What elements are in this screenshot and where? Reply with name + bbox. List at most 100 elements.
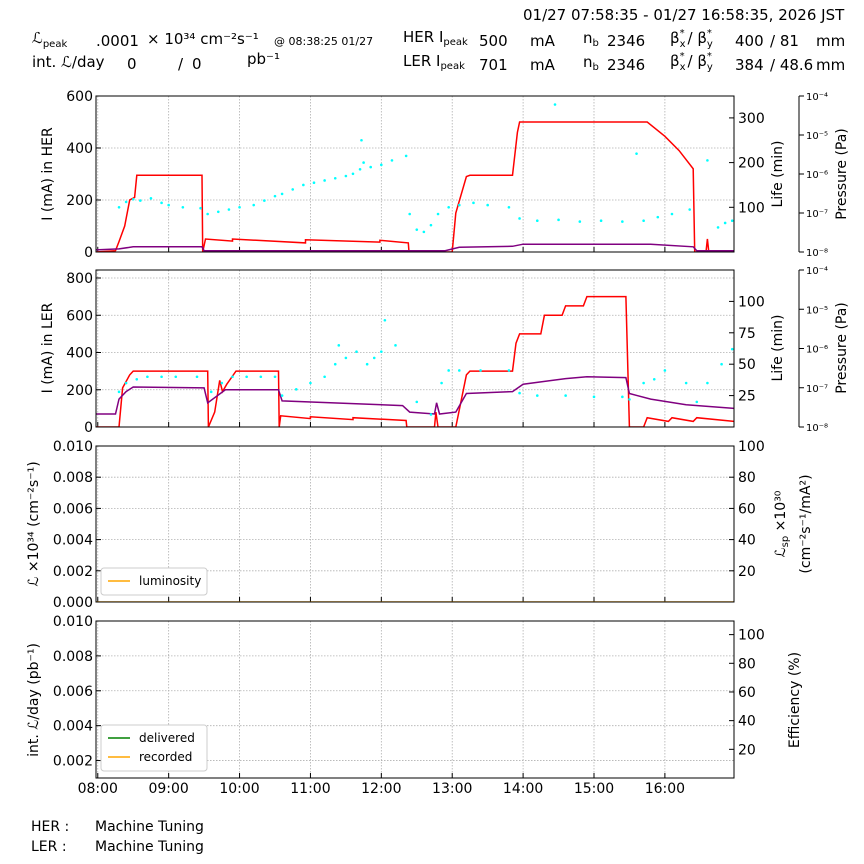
label: HER I (403, 28, 443, 46)
series-line (96, 243, 734, 252)
lumi-peak-label: ℒpeak (32, 29, 67, 50)
y2-tick-label: 100 (738, 294, 765, 310)
int-unit: pb⁻¹ (247, 50, 280, 68)
ler-beta-unit: mm (816, 56, 845, 74)
data-point (642, 381, 645, 385)
y3-tick-label: 10⁻⁷ (806, 384, 828, 395)
data-point (362, 161, 365, 164)
data-point (135, 377, 139, 381)
data-point (479, 369, 482, 372)
y3-tick-label: 10⁻⁵ (806, 131, 828, 142)
her-unit: mA (530, 32, 556, 50)
y2-tick-label: 300 (738, 111, 765, 127)
x-tick-label: 10:00 (219, 781, 259, 797)
y3-tick-label: 10⁻⁶ (806, 345, 828, 356)
y2-tick-label: 75 (738, 326, 756, 342)
symbol: ℒ (773, 547, 789, 557)
legend-box (100, 567, 208, 596)
data-point (199, 206, 202, 210)
y2-tick-label: 40 (738, 714, 756, 730)
lumi-peak-value: .0001 (96, 32, 139, 50)
data-point (447, 206, 450, 209)
data-point (706, 381, 709, 385)
ler-unit: mA (530, 56, 556, 74)
ler-beta-x: 384 (735, 56, 764, 74)
data-point (245, 375, 248, 379)
ler-status: Machine Tuning (95, 839, 204, 855)
data-point (294, 388, 298, 391)
data-point (723, 221, 727, 225)
ler-current: 701 (479, 56, 508, 74)
subscript: y (707, 62, 713, 73)
y3-tick-label: 10⁻⁴ (806, 92, 828, 103)
y-axis-title: I (mA) in HER (40, 127, 56, 221)
her-status-label: HER : (31, 819, 69, 835)
data-point (372, 356, 376, 360)
y2-tick-label: 25 (738, 389, 756, 405)
y-tick-label: 800 (66, 271, 93, 287)
y-tick-label: 0 (84, 245, 93, 261)
data-point (422, 230, 426, 234)
y2-axis-title: ℒsp ×10³⁰ (773, 490, 791, 557)
data-point (730, 219, 734, 223)
y2-tick-label: 100 (738, 628, 765, 644)
ler-current-label: LER Ipeak (403, 52, 465, 72)
data-point (216, 210, 220, 214)
her-nb-label: nb (583, 29, 599, 49)
data-point (174, 375, 178, 379)
data-point (440, 381, 443, 385)
plot-area (96, 295, 734, 427)
x-tick-label: 12:00 (361, 781, 401, 797)
legend-label: recorded (139, 750, 192, 764)
data-point (358, 168, 362, 171)
legend-label: delivered (139, 731, 195, 745)
data-point (663, 369, 667, 372)
data-point (124, 381, 128, 385)
data-point (344, 174, 348, 178)
data-point (139, 199, 142, 202)
her-current-label: HER Ipeak (403, 28, 468, 48)
her-beta-y: / 81 (770, 32, 799, 50)
data-point (535, 219, 539, 223)
data-point (447, 369, 450, 372)
y-tick-label: 0.008 (53, 649, 93, 665)
x-tick-label: 11:00 (290, 781, 330, 797)
data-point (642, 219, 645, 223)
data-point (323, 179, 326, 182)
subscript: b (593, 38, 599, 49)
data-point (231, 375, 234, 379)
data-point (181, 206, 185, 209)
data-point (578, 220, 582, 223)
label: LER I (403, 52, 440, 70)
data-point (415, 400, 419, 404)
data-point (380, 350, 383, 353)
data-point (131, 197, 135, 201)
data-point (206, 212, 209, 216)
y-tick-label: 400 (66, 141, 93, 157)
y-tick-label: 0.004 (53, 719, 93, 735)
y3-tick-label: 10⁻⁵ (806, 305, 828, 316)
subscript: sp (780, 536, 791, 548)
data-point (252, 203, 256, 207)
her-nb: 2346 (607, 32, 645, 50)
y3-tick-label: 10⁻⁶ (806, 170, 828, 181)
y2-tick-label: 80 (738, 470, 756, 486)
scale: ×10³⁰ (773, 490, 789, 536)
data-point (635, 152, 638, 155)
y2-axis-title: Efficiency (%) (787, 652, 803, 748)
data-point (333, 362, 337, 366)
data-point (628, 398, 631, 401)
data-point (599, 219, 603, 223)
data-point (394, 344, 397, 347)
data-point (220, 381, 224, 385)
y-tick-label: 0.008 (53, 470, 93, 486)
beta: / β (688, 52, 707, 70)
data-point (415, 228, 419, 231)
data-point (337, 344, 341, 347)
x-tick-label: 08:00 (78, 781, 118, 797)
y3-axis-title: Pressure (Pa) (834, 128, 850, 220)
beta: / β (688, 29, 707, 47)
int-sep: / (178, 55, 184, 73)
data-point (160, 375, 163, 379)
